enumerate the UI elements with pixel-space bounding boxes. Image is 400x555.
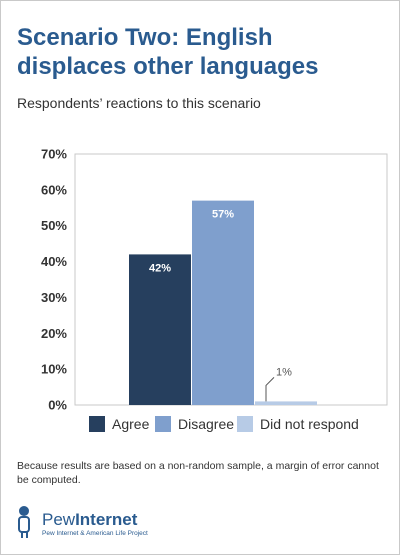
logo-wordmark: PewInternet [42,510,137,530]
y-tick-label: 60% [41,182,67,197]
y-tick-label: 50% [41,218,67,233]
y-tick-label: 30% [41,290,67,305]
footnote: Because results are based on a non-rando… [17,460,379,486]
legend-swatch-did-not-respond [237,416,253,432]
bar-chart-svg: 0% 10% 20% 30% 40% 50% 60% 70% 42% 57% 1% Agree Disa… [41,147,388,432]
legend-label: Disagree [178,416,234,432]
y-tick-label: 20% [41,326,67,341]
data-label: 1% [276,366,292,378]
y-tick-label: 10% [41,362,67,377]
bar-disagree [192,200,254,405]
chart-title-line-2: displaces other languages [17,53,319,80]
legend-swatch-disagree [155,416,171,432]
pew-person-icon [18,506,30,538]
y-tick-label: 70% [41,147,67,162]
pew-internet-logo: PewInternet Pew Internet & American Life… [15,504,215,544]
data-label: 42% [149,262,171,274]
chart-subtitle: Respondents’ reactions to this scenario [17,95,261,111]
y-tick-label: 40% [41,254,67,269]
chart-title: Scenario Two: English displaces other la… [17,23,387,81]
data-label-leader-line [265,377,275,402]
legend-swatch-agree [89,416,105,432]
logo-word-pew: Pew [42,510,76,529]
bar-agree [129,254,191,405]
bar-chart: 0% 10% 20% 30% 40% 50% 60% 70% 42% 57% 1% Agree Disa… [1,141,400,451]
legend-label: Agree [112,416,150,432]
logo-word-internet: Internet [75,510,138,529]
data-label: 57% [212,209,234,221]
y-tick-label: 0% [48,398,67,413]
chart-title-line-1: Scenario Two: English [17,24,273,51]
bar-did-not-respond [255,401,317,405]
logo-tagline: Pew Internet & American Life Project [42,530,148,537]
legend-label: Did not respond [260,416,359,432]
